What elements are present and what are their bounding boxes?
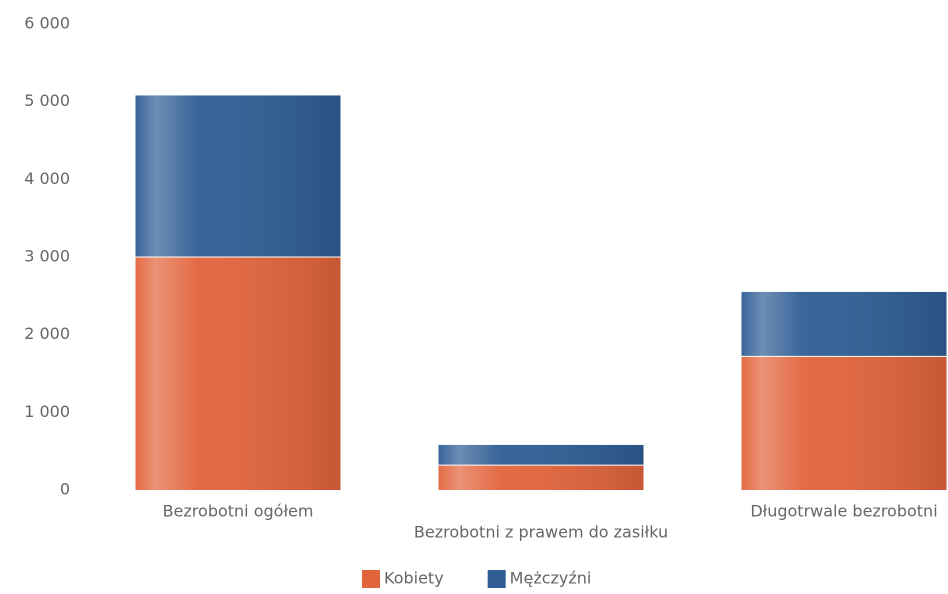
bar-shade — [135, 257, 341, 490]
bar-shade — [135, 95, 341, 257]
y-tick-label: 5 000 — [24, 91, 70, 110]
y-tick-label: 6 000 — [24, 14, 70, 33]
legend-swatch — [362, 570, 380, 588]
x-tick-label: Bezrobotni ogółem — [163, 502, 314, 521]
y-tick-label: 0 — [60, 480, 70, 499]
legend-swatch — [487, 570, 506, 588]
x-tick-label: Długotrwale bezrobotni — [750, 502, 937, 521]
bar-shade — [438, 465, 644, 490]
y-tick-label: 1 000 — [24, 402, 70, 421]
bar-shade — [438, 444, 644, 466]
x-tick-label: Bezrobotni z prawem do zasiłku — [414, 523, 668, 542]
legend-label: Mężczyźni — [510, 569, 592, 588]
bar-shade — [741, 356, 947, 490]
y-tick-label: 4 000 — [24, 169, 70, 188]
bar-shade — [741, 291, 947, 357]
y-tick-label: 2 000 — [24, 324, 70, 343]
y-tick-label: 3 000 — [24, 247, 70, 266]
legend-label: Kobiety — [384, 569, 444, 588]
